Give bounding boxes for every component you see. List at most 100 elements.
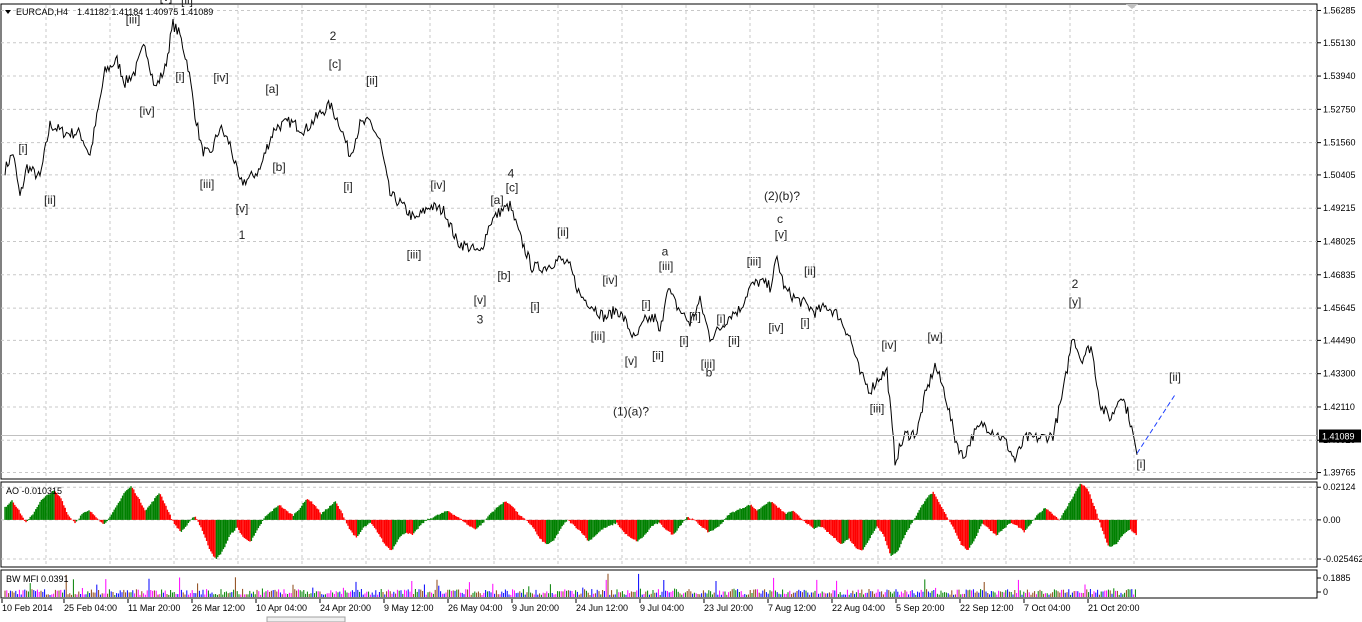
chart-menu-arrow-icon[interactable] <box>5 10 11 14</box>
mfi-label: BW MFI 0.0391 <box>6 574 69 584</box>
time-tick-label: 22 Sep 12:00 <box>960 603 1014 613</box>
current-price-label: 1.41089 <box>1322 432 1355 442</box>
wave-label: [iii] <box>701 357 716 371</box>
ohlc-values: 1.41182 1.41184 1.40975 1.41089 <box>77 7 213 17</box>
wave-label: [w] <box>927 330 942 344</box>
mfi-pane[interactable] <box>0 569 1318 599</box>
price-pane[interactable] <box>0 3 1318 480</box>
wave-label: [c] <box>506 180 519 194</box>
ao-grid <box>1 483 1317 566</box>
time-tick-label: 24 Jun 12:00 <box>576 603 628 613</box>
time-tick-label: 5 Sep 20:00 <box>896 603 945 613</box>
time-tick-label: 7 Oct 04:00 <box>1024 603 1071 613</box>
time-tick-label: 10 Feb 2014 <box>2 603 53 613</box>
current-price-box: 1.41089 <box>1319 429 1361 443</box>
shift-marker-icon[interactable] <box>1126 4 1138 9</box>
wave-label: [v] <box>236 201 249 215</box>
wave-label: [v] <box>625 354 638 368</box>
time-tick-label: 22 Aug 04:00 <box>832 603 885 613</box>
mfi-tick-label: 0 <box>1323 587 1328 597</box>
wave-label: 1 <box>239 228 246 242</box>
price-tick-label: 1.49215 <box>1323 203 1356 213</box>
wave-label: c <box>777 212 783 226</box>
time-tick-label: 26 Mar 12:00 <box>192 603 245 613</box>
wave-label: [iv] <box>602 273 617 287</box>
horizontal-scrollbar[interactable] <box>266 616 346 622</box>
wave-label: a <box>662 244 669 258</box>
mfi-tick-label: 0.1885 <box>1323 573 1351 583</box>
wave-label: [i] <box>641 297 650 311</box>
wave-label: [ii] <box>689 310 701 324</box>
wave-label: [v] <box>474 293 487 307</box>
wave-label: (1)(a)? <box>613 404 649 418</box>
wave-label: [b] <box>272 160 285 174</box>
wave-label: [iii] <box>747 254 762 268</box>
price-tick-label: 1.50405 <box>1323 170 1356 180</box>
wave-label: [ii] <box>652 348 664 362</box>
symbol-title: EURCAD,H4 <box>16 7 68 17</box>
wave-label: [iii] <box>659 259 674 273</box>
time-tick-label: 24 Apr 20:00 <box>320 603 371 613</box>
time-tick-label: 9 Jul 04:00 <box>640 603 684 613</box>
wave-label: 2 <box>1072 277 1079 291</box>
wave-label: [iv] <box>430 178 445 192</box>
price-tick-label: 1.48025 <box>1323 237 1356 247</box>
wave-label: [iii] <box>200 177 215 191</box>
wave-label: [v] <box>775 228 788 242</box>
wave-label: 3 <box>477 313 484 327</box>
wave-label: [ii] <box>1169 370 1181 384</box>
wave-label: [i] <box>175 70 184 84</box>
wave-label: [ii] <box>557 225 569 239</box>
wave-label: (2)(b)? <box>764 189 800 203</box>
wave-label: [ii] <box>44 193 56 207</box>
price-axis: 1.56285 1.55130 1.53940 1.52750 1.51560 1.504… <box>1317 5 1356 478</box>
wave-label: [iii] <box>407 248 422 262</box>
price-tick-label: 1.51560 <box>1323 138 1356 148</box>
wave-label: [b] <box>497 268 510 282</box>
wave-label: [i] <box>679 333 688 347</box>
wave-label: [y] <box>1069 295 1082 309</box>
price-tick-label: 1.42110 <box>1323 402 1355 412</box>
wave-label: [iii] <box>591 329 606 343</box>
wave-label: [v] <box>160 0 173 4</box>
price-tick-label: 1.45645 <box>1323 303 1356 313</box>
price-line <box>4 19 1138 466</box>
time-tick-label: 7 Aug 12:00 <box>768 603 816 613</box>
wave-label: [iv] <box>139 104 154 118</box>
mfi-axis: 0.1885 0 <box>1317 573 1351 597</box>
price-tick-label: 1.39765 <box>1323 468 1356 478</box>
wave-label: [iii] <box>126 12 141 26</box>
wave-labels: [i][ii][iii][iv][v][ii][i][iv][iii][v]1[… <box>18 0 1181 471</box>
wave-label: b <box>706 365 713 379</box>
wave-label: [ii] <box>181 0 193 8</box>
ao-label: AO -0.010315 <box>6 486 62 496</box>
wave-label: [ii] <box>728 334 740 348</box>
wave-label: [iv] <box>768 320 783 334</box>
ao-tick-label: 0.02124 <box>1323 482 1356 492</box>
price-grid <box>1 5 1317 478</box>
price-tick-label: 1.56285 <box>1323 5 1356 15</box>
wave-label: [i] <box>530 300 539 314</box>
wave-label: [a] <box>265 82 278 96</box>
ao-tick-label: 0.00 <box>1323 515 1341 525</box>
price-tick-label: 1.52750 <box>1323 104 1356 114</box>
time-axis: 10 Feb 2014 25 Feb 04:00 11 Mar 20:00 26 Ma… <box>1 599 1140 613</box>
wave-label: [i] <box>343 179 352 193</box>
price-tick-label: 1.53940 <box>1323 71 1356 81</box>
time-tick-label: 25 Feb 04:00 <box>64 603 117 613</box>
time-tick-label: 21 Oct 20:00 <box>1088 603 1140 613</box>
ao-axis: 0.02124 0.00 -0.025462 <box>1317 482 1362 564</box>
wave-label: [i] <box>1136 457 1145 471</box>
wave-label: [i] <box>716 312 725 326</box>
ao-histogram <box>4 483 1137 559</box>
time-tick-label: 10 Apr 04:00 <box>256 603 307 613</box>
wave-label: 2 <box>330 29 337 43</box>
wave-label: [a] <box>490 193 503 207</box>
forecast-line[interactable] <box>1136 392 1177 454</box>
time-tick-label: 9 Jun 20:00 <box>512 603 559 613</box>
price-tick-label: 1.43300 <box>1323 369 1356 379</box>
wave-label: [i] <box>18 142 27 156</box>
wave-label: [ii] <box>366 73 378 87</box>
price-tick-label: 1.55130 <box>1323 38 1356 48</box>
